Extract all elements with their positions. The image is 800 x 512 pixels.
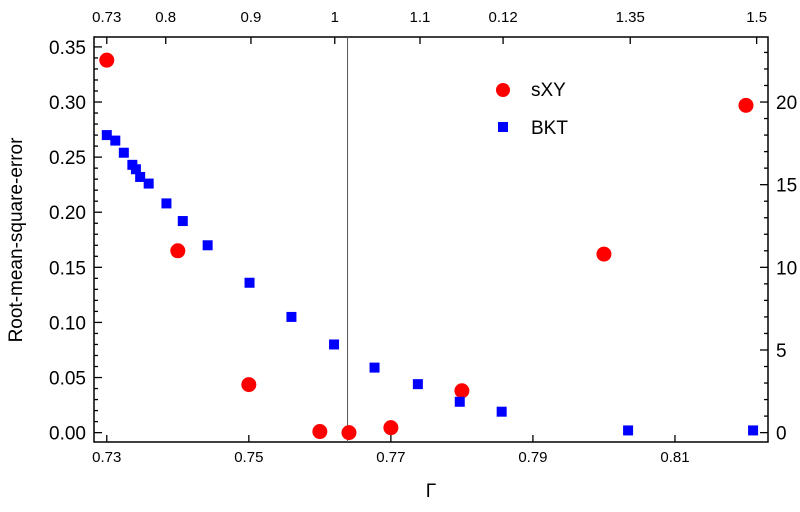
bkt-point <box>177 216 188 227</box>
y-tick-label: 0.25 <box>49 148 86 169</box>
bkt-point <box>130 164 141 175</box>
sxy-point <box>596 246 612 262</box>
sxy-point <box>341 425 357 441</box>
axis-ticks: 0.73 0.75 0.77 0.79 0.81 0.73 0.8 0.9 1 1.1 0.12 1.… <box>49 9 797 466</box>
bkt-point <box>748 425 759 436</box>
bkt-point <box>118 147 129 158</box>
y-tick-label: 0.15 <box>49 258 86 279</box>
bkt-point <box>412 379 423 390</box>
y-tick-label: 0.20 <box>49 203 86 224</box>
legend-marker-sxy <box>496 83 510 97</box>
y-tick-label: 0.35 <box>49 38 86 59</box>
legend: sXY BKT <box>496 80 568 139</box>
right-y-tick-label: 20 <box>776 93 797 114</box>
y-tick-label: 0.10 <box>49 313 86 334</box>
top-tick-label: 1.1 <box>410 9 431 26</box>
bkt-point <box>143 178 154 189</box>
legend-label-sxy: sXY <box>531 80 566 101</box>
top-tick-label: 0.8 <box>155 9 176 26</box>
sxy-point <box>383 420 399 436</box>
bkt-point <box>161 198 172 209</box>
x-axis-label: Γ <box>426 481 436 502</box>
legend-label-bkt: BKT <box>531 118 568 139</box>
x-tick-label: 0.73 <box>92 449 121 466</box>
bkt-point <box>101 130 112 141</box>
sxy-point <box>99 52 115 68</box>
top-tick-label: 1 <box>331 9 339 26</box>
y-tick-label: 0.05 <box>49 369 86 390</box>
y-tick-label: 0.30 <box>49 93 86 114</box>
x-tick-label: 0.77 <box>376 449 405 466</box>
bkt-point <box>110 135 121 146</box>
y-tick-label: 0.00 <box>49 424 86 445</box>
top-tick-label: 0.9 <box>241 9 262 26</box>
legend-marker-bkt <box>498 122 508 132</box>
top-tick-label: 0.12 <box>488 9 517 26</box>
sxy-point <box>454 383 470 399</box>
sxy-point <box>738 97 754 113</box>
x-tick-label: 0.81 <box>660 449 689 466</box>
right-y-tick-label: 10 <box>776 258 797 279</box>
bkt-point <box>329 339 340 350</box>
right-y-tick-label: 15 <box>776 176 797 197</box>
top-tick-label: 1.35 <box>616 9 645 26</box>
sxy-point <box>170 243 186 259</box>
x-tick-label: 0.75 <box>234 449 263 466</box>
right-y-tick-label: 0 <box>776 424 787 445</box>
bkt-point <box>244 277 255 288</box>
top-tick-label: 0.73 <box>92 9 121 26</box>
top-tick-label: 1.5 <box>746 9 767 26</box>
bkt-point <box>623 425 634 436</box>
bkt-point <box>135 171 146 182</box>
bkt-point <box>496 406 507 417</box>
bkt-point <box>454 396 465 407</box>
data-points <box>99 52 759 441</box>
sxy-point <box>241 377 257 393</box>
bkt-point <box>369 362 380 373</box>
sxy-point <box>312 424 328 440</box>
plot-frame <box>93 36 769 443</box>
bkt-point <box>202 240 213 251</box>
x-tick-label: 0.79 <box>518 449 547 466</box>
y-axis-label: Root-mean-square-error <box>6 137 27 343</box>
right-y-tick-label: 5 <box>776 341 787 362</box>
bkt-point <box>286 311 297 322</box>
